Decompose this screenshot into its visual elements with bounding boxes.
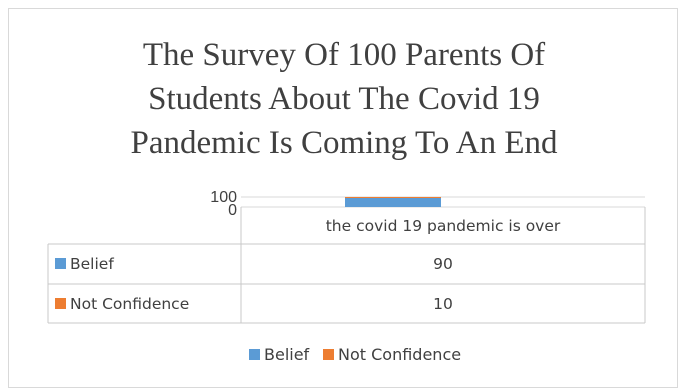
table-row-label-not-confidence: Not Confidence <box>70 295 189 313</box>
table-value-belief: 90 <box>433 255 453 273</box>
table-value-not-confidence: 10 <box>433 295 453 313</box>
chart-title-line-3: Pandemic Is Coming To An End <box>130 125 558 161</box>
chart-title-line-2: Students About The Covid 19 <box>148 81 540 117</box>
chart-title: The Survey Of 100 Parents Of Students Ab… <box>9 33 679 165</box>
table-row-label-belief: Belief <box>70 255 114 273</box>
table-key-not-confidence <box>55 298 66 309</box>
legend-key-belief <box>249 349 260 360</box>
legend-key-not-confidence <box>323 349 334 360</box>
bar-segment-belief <box>345 198 441 207</box>
table-key-belief <box>55 258 66 269</box>
y-tick-label-min: 0 <box>228 202 237 219</box>
legend-label-belief: Belief <box>264 345 310 364</box>
chart-frame: The Survey Of 100 Parents Of Students Ab… <box>8 8 678 388</box>
bar-segment-not-confidence <box>345 197 441 198</box>
legend-label-not-confidence: Not Confidence <box>338 345 461 364</box>
table-category-label: the covid 19 pandemic is over <box>326 217 561 235</box>
chart-title-line-1: The Survey Of 100 Parents Of <box>142 37 546 73</box>
y-tick-label-max: 100 <box>210 189 237 206</box>
chart-plot: 100 0 the covid 19 pandemic is over Beli… <box>47 189 646 364</box>
